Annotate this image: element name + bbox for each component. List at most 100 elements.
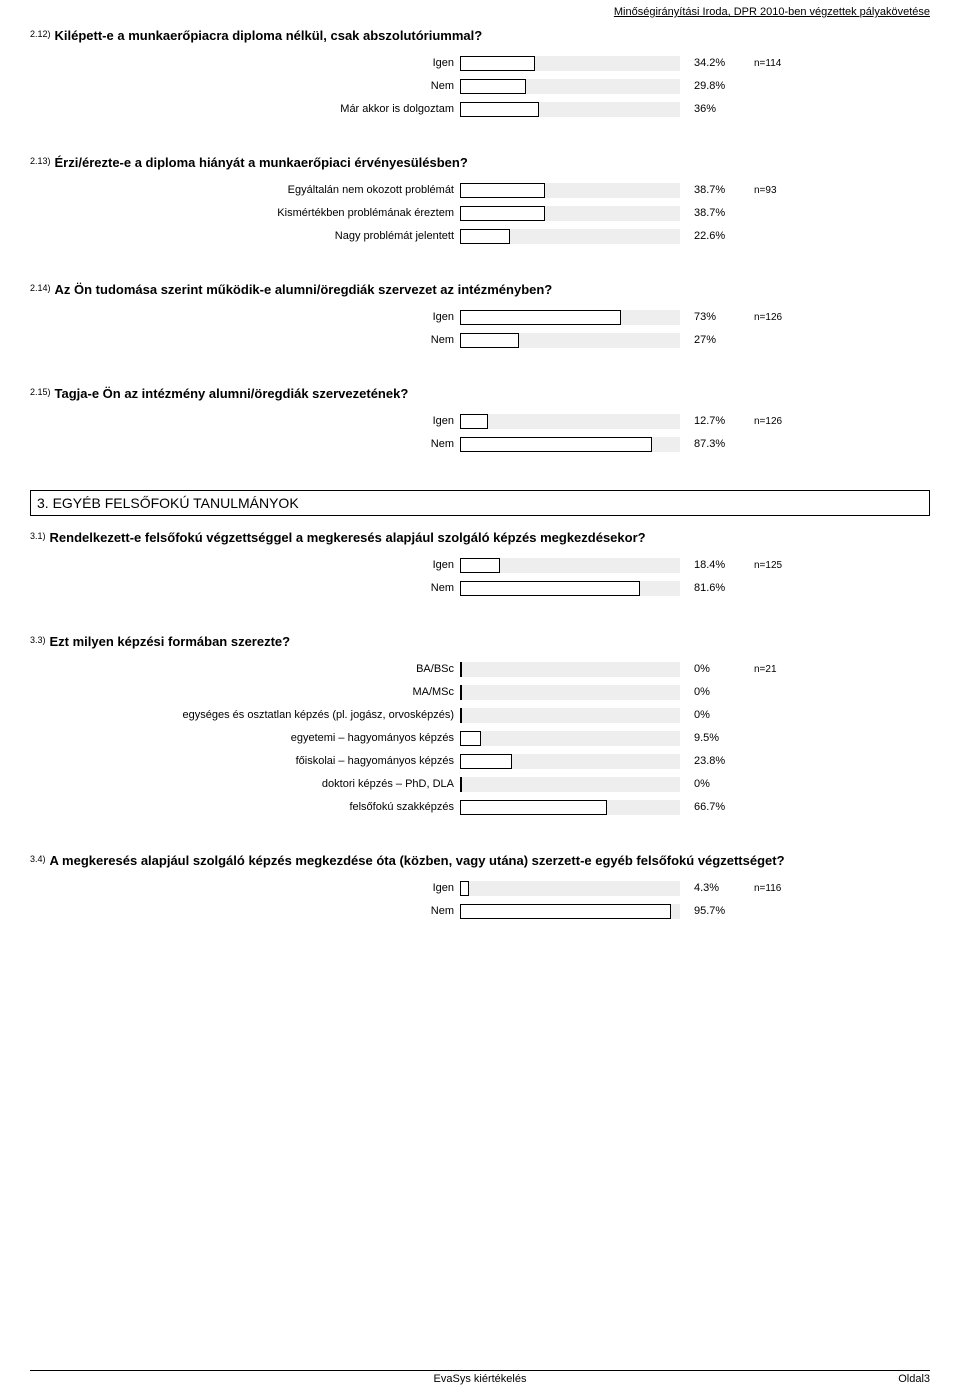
answer-label: Igen bbox=[30, 57, 460, 69]
percentage-value: 38.7% bbox=[680, 184, 750, 196]
answer-label: Nem bbox=[30, 438, 460, 450]
bar-box bbox=[460, 56, 535, 71]
answer-label: MA/MSc bbox=[30, 686, 460, 698]
page-header: Minőségirányítási Iroda, DPR 2010-ben vé… bbox=[30, 0, 930, 28]
question-text: Ezt milyen képzési formában szerezte? bbox=[50, 634, 291, 649]
question-block: 2.13)Érzi/érezte-e a diploma hiányát a m… bbox=[30, 155, 930, 246]
percentage-value: 66.7% bbox=[680, 801, 750, 813]
bar-background bbox=[460, 731, 680, 746]
footer-center: EvaSys kiértékelés bbox=[434, 1373, 527, 1385]
bar-box bbox=[460, 581, 640, 596]
bar-box bbox=[460, 206, 545, 221]
percentage-value: 36% bbox=[680, 103, 750, 115]
answer-row: Nem 87.3% bbox=[30, 434, 930, 454]
page-footer: EvaSys kiértékelés Oldal3 bbox=[30, 1370, 930, 1385]
answer-label: Nagy problémát jelentett bbox=[30, 230, 460, 242]
bar-box bbox=[460, 79, 526, 94]
answer-row: felsőfokú szakképzés 66.7% bbox=[30, 797, 930, 817]
question-block: 3.4)A megkeresés alapjául szolgáló képzé… bbox=[30, 853, 930, 921]
bar-background bbox=[460, 662, 680, 677]
percentage-value: 95.7% bbox=[680, 905, 750, 917]
bar-background bbox=[460, 881, 680, 896]
bar-box bbox=[460, 754, 512, 769]
answer-row: Nem29.8% bbox=[30, 76, 930, 96]
question-line: 2.12)Kilépett-e a munkaerőpiacra diploma… bbox=[30, 28, 930, 43]
answer-label: Igen bbox=[30, 882, 460, 894]
bar-chart bbox=[460, 206, 680, 221]
bar-chart bbox=[460, 56, 680, 71]
answer-label: Egyáltalán nem okozott problémát bbox=[30, 184, 460, 196]
question-line: 3.4)A megkeresés alapjául szolgáló képzé… bbox=[30, 853, 930, 868]
question-line: 3.1) Rendelkezett-e felsőfokú végzettségg… bbox=[30, 530, 930, 545]
answer-label: Nem bbox=[30, 80, 460, 92]
bar-background bbox=[460, 414, 680, 429]
question-block: 2.12)Kilépett-e a munkaerőpiacra diploma… bbox=[30, 28, 930, 119]
answer-label: egyetemi – hagyományos képzés bbox=[30, 732, 460, 744]
percentage-value: 38.7% bbox=[680, 207, 750, 219]
bar-chart bbox=[460, 800, 680, 815]
answer-label: Igen bbox=[30, 559, 460, 571]
answer-row: BA/BSc0%n=21 bbox=[30, 659, 930, 679]
percentage-value: 87.3% bbox=[680, 438, 750, 450]
question-text: Az Ön tudomása szerint működik-e alumni/… bbox=[55, 282, 553, 297]
percentage-value: 22.6% bbox=[680, 230, 750, 242]
question-line: 2.13)Érzi/érezte-e a diploma hiányát a m… bbox=[30, 155, 930, 170]
percentage-value: 0% bbox=[680, 709, 750, 721]
bar-box bbox=[460, 708, 462, 723]
question-line: 2.14)Az Ön tudomása szerint működik-e al… bbox=[30, 282, 930, 297]
bar-chart bbox=[460, 558, 680, 573]
percentage-value: 12.7% bbox=[680, 415, 750, 427]
question-number: 2.15) bbox=[30, 387, 51, 397]
question-text: Érzi/érezte-e a diploma hiányát a munkae… bbox=[55, 155, 468, 170]
question-text: Rendelkezett-e felsőfokú végzettséggel a… bbox=[50, 530, 646, 545]
question-number: 3.3) bbox=[30, 635, 46, 645]
bar-box bbox=[460, 437, 652, 452]
answer-row: Nagy problémát jelentett 22.6% bbox=[30, 226, 930, 246]
answer-row: főiskolai – hagyományos képzés23.8% bbox=[30, 751, 930, 771]
bar-box bbox=[460, 881, 469, 896]
answer-label: Nem bbox=[30, 334, 460, 346]
answer-row: Nem 27% bbox=[30, 330, 930, 350]
answer-row: Egyáltalán nem okozott problémát38.7%n=9… bbox=[30, 180, 930, 200]
bar-chart bbox=[460, 229, 680, 244]
question-block: 2.14)Az Ön tudomása szerint működik-e al… bbox=[30, 282, 930, 350]
bar-background bbox=[460, 708, 680, 723]
answer-row: Igen18.4%n=125 bbox=[30, 555, 930, 575]
percentage-value: 34.2% bbox=[680, 57, 750, 69]
answer-row: Nem 95.7% bbox=[30, 901, 930, 921]
answer-row: egyetemi – hagyományos képzés9.5% bbox=[30, 728, 930, 748]
answer-row: egységes és osztatlan képzés (pl. jogász… bbox=[30, 705, 930, 725]
answer-row: Igen 12.7%n=126 bbox=[30, 411, 930, 431]
bar-box bbox=[460, 800, 607, 815]
answer-label: BA/BSc bbox=[30, 663, 460, 675]
answer-row: doktori képzés – PhD, DLA0% bbox=[30, 774, 930, 794]
n-value: n=126 bbox=[750, 416, 782, 427]
question-text: Tagja-e Ön az intézmény alumni/öregdiák … bbox=[55, 386, 409, 401]
bar-box bbox=[460, 333, 519, 348]
bar-box bbox=[460, 183, 545, 198]
answer-label: doktori képzés – PhD, DLA bbox=[30, 778, 460, 790]
question-text: Kilépett-e a munkaerőpiacra diploma nélk… bbox=[55, 28, 483, 43]
answer-label: Igen bbox=[30, 415, 460, 427]
answer-row: Kismértékben problémának éreztem38.7% bbox=[30, 203, 930, 223]
question-number: 3.1) bbox=[30, 531, 46, 541]
answer-row: MA/MSc0% bbox=[30, 682, 930, 702]
percentage-value: 18.4% bbox=[680, 559, 750, 571]
percentage-value: 4.3% bbox=[680, 882, 750, 894]
bar-box bbox=[460, 904, 671, 919]
bar-box bbox=[460, 558, 500, 573]
footer-right: Oldal3 bbox=[898, 1373, 930, 1385]
question-block: 2.15) Tagja-e Ön az intézmény alumni/öreg… bbox=[30, 386, 930, 454]
answer-row: Nem81.6% bbox=[30, 578, 930, 598]
answer-label: Nem bbox=[30, 905, 460, 917]
bar-box bbox=[460, 731, 481, 746]
percentage-value: 27% bbox=[680, 334, 750, 346]
content-area: 2.12)Kilépett-e a munkaerőpiacra diploma… bbox=[30, 28, 930, 921]
bar-chart bbox=[460, 708, 680, 723]
bar-box bbox=[460, 777, 462, 792]
answer-label: felsőfokú szakképzés bbox=[30, 801, 460, 813]
bar-box bbox=[460, 102, 539, 117]
n-value: n=114 bbox=[750, 58, 781, 69]
question-block: 3.1) Rendelkezett-e felsőfokú végzettségg… bbox=[30, 530, 930, 598]
answer-label: Már akkor is dolgoztam bbox=[30, 103, 460, 115]
